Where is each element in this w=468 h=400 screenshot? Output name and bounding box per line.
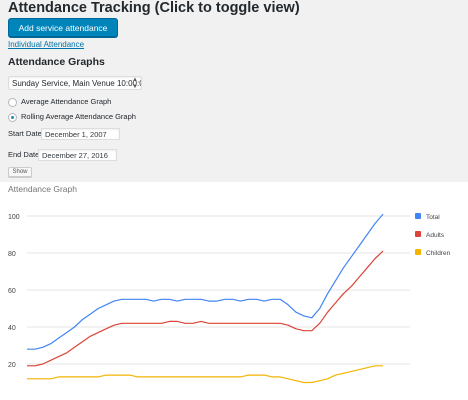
show-button[interactable]: Show bbox=[8, 167, 32, 177]
legend-swatch bbox=[415, 213, 421, 219]
legend-swatch bbox=[415, 249, 421, 255]
y-tick-label: 20 bbox=[8, 362, 16, 369]
rolling-graph-label: Rolling Average Attendance Graph bbox=[21, 112, 136, 121]
average-graph-option[interactable]: Average Attendance Graph bbox=[8, 96, 111, 108]
end-date-label: End Date: bbox=[8, 150, 42, 159]
legend-label: Adults bbox=[426, 232, 445, 239]
start-date-input[interactable] bbox=[41, 128, 120, 140]
series-line-children bbox=[27, 365, 383, 384]
legend-label: Children bbox=[426, 250, 451, 257]
attendance-chart-panel: Attendance Graph 20 40 60 80 100 Total Adults C… bbox=[0, 182, 468, 400]
end-date-input[interactable] bbox=[38, 149, 117, 161]
select-arrows-icon: ▲ ▼ bbox=[132, 77, 138, 90]
series-line-total bbox=[27, 213, 384, 350]
y-tick-label: 80 bbox=[8, 251, 16, 258]
legend-label: Total bbox=[426, 214, 440, 221]
page-title[interactable]: Attendance Tracking (Click to toggle vie… bbox=[8, 0, 300, 16]
attendance-chart: 20 40 60 80 100 Total Adults Children bbox=[8, 213, 451, 384]
rolling-graph-radio[interactable] bbox=[8, 112, 17, 122]
add-service-attendance-button[interactable]: Add service attendance bbox=[8, 18, 118, 37]
service-select-value: Sunday Service, Main Venue 10:00:00 bbox=[12, 79, 142, 88]
y-tick-label: 60 bbox=[8, 288, 16, 295]
attendance-graphs-heading: Attendance Graphs bbox=[8, 56, 105, 68]
rolling-graph-option[interactable]: Rolling Average Attendance Graph bbox=[8, 111, 136, 123]
start-date-label: Start Date: bbox=[8, 129, 44, 138]
chart-title: Attendance Graph bbox=[8, 184, 77, 194]
service-select[interactable]: Sunday Service, Main Venue 10:00:00 ▲ ▼ bbox=[8, 76, 142, 90]
y-tick-label: 100 bbox=[8, 214, 20, 221]
average-graph-label: Average Attendance Graph bbox=[21, 97, 112, 106]
average-graph-radio[interactable] bbox=[8, 97, 17, 107]
legend-swatch bbox=[415, 231, 421, 237]
series-line-adults bbox=[27, 250, 384, 367]
individual-attendance-link[interactable]: Individual Attendance bbox=[8, 40, 85, 49]
y-tick-label: 40 bbox=[8, 325, 16, 332]
